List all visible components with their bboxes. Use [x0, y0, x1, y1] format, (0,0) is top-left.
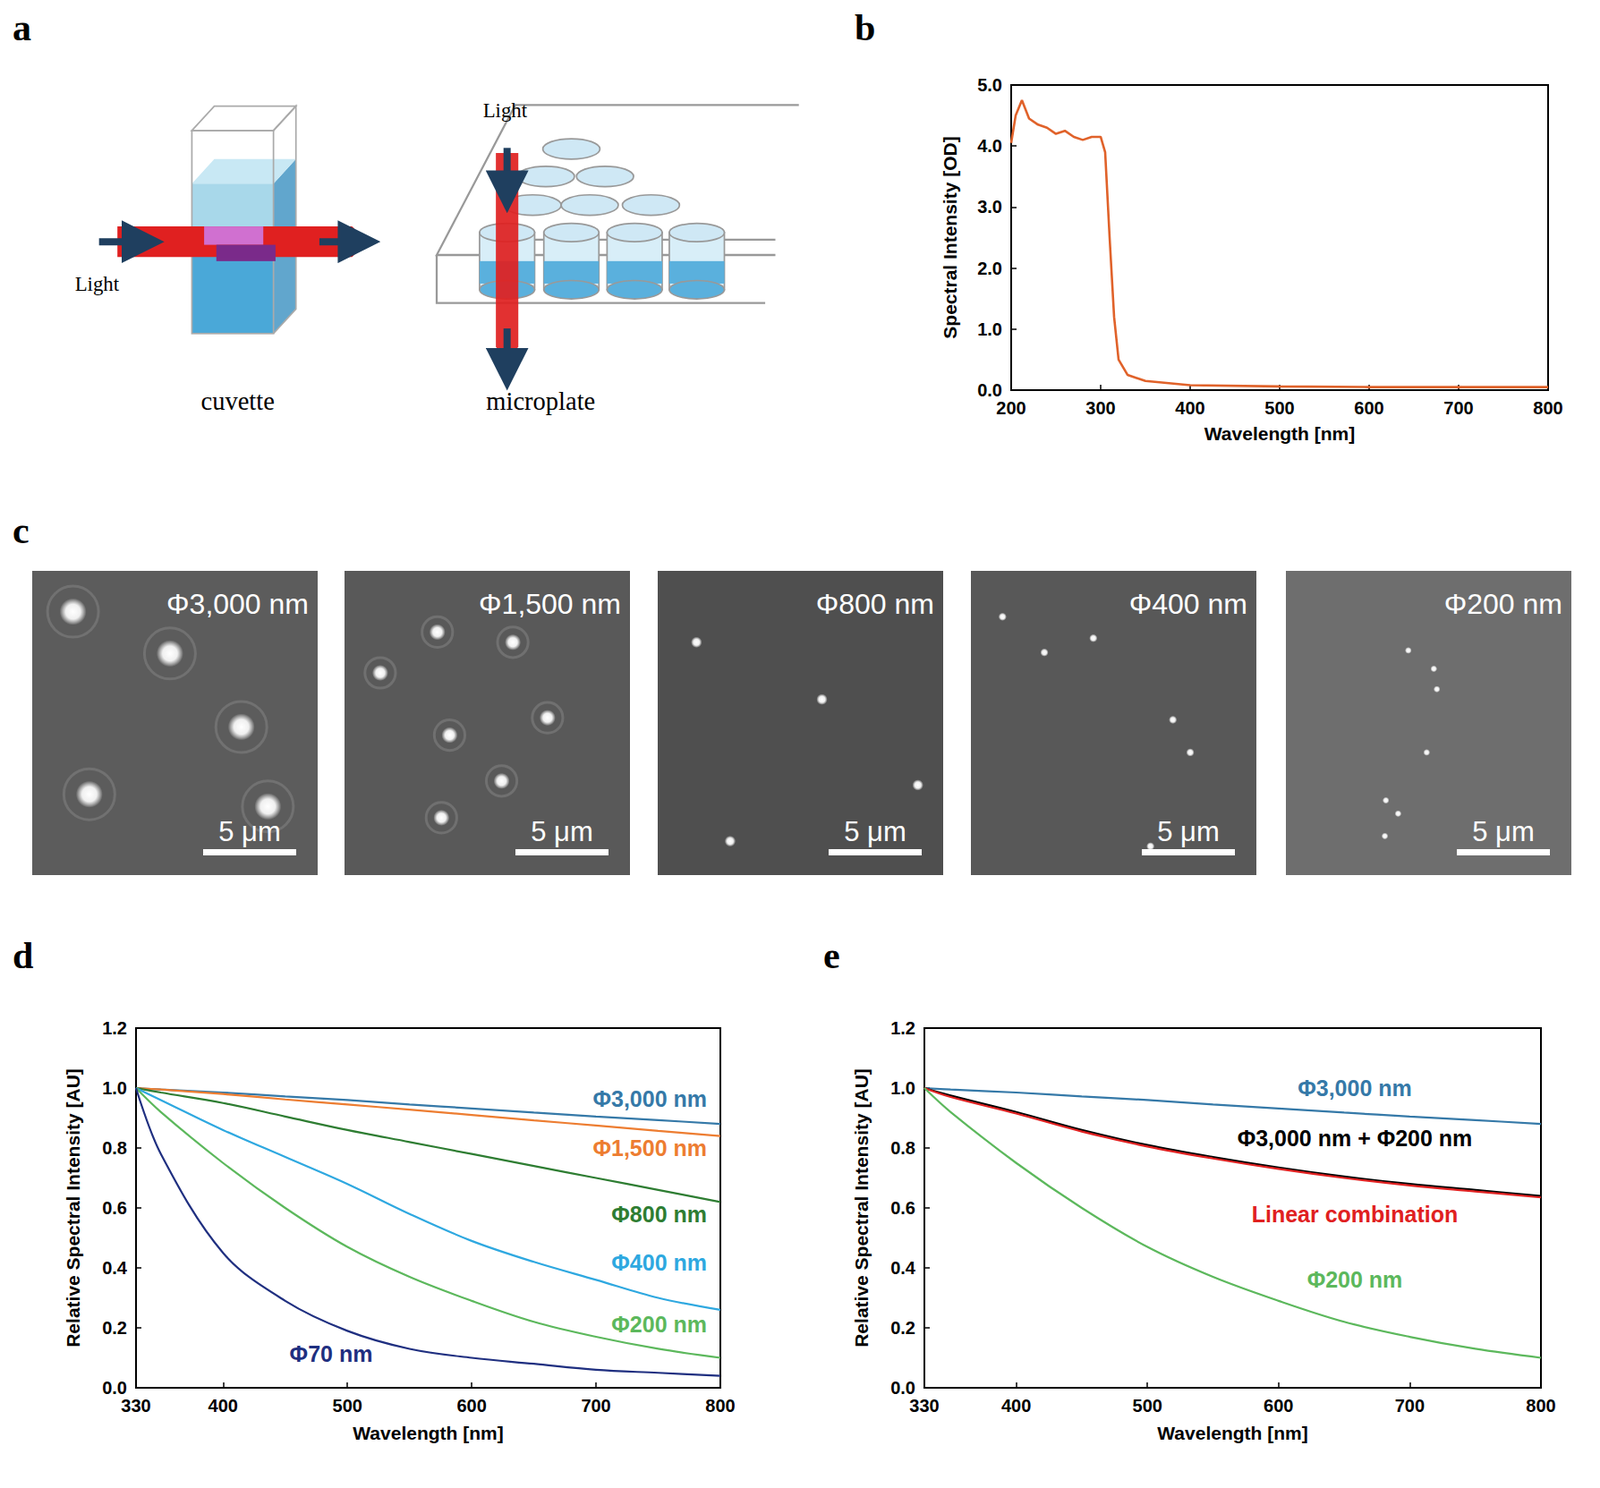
svg-text:5 μm: 5 μm — [1472, 816, 1535, 848]
svg-text:1.2: 1.2 — [890, 1018, 916, 1039]
html-text:a: a — [12, 7, 32, 49]
svg-text:500: 500 — [332, 1395, 363, 1416]
svg-text:700: 700 — [1395, 1395, 1425, 1416]
svg-text:0.6: 0.6 — [102, 1198, 128, 1218]
svg-text:Φ400 nm: Φ400 nm — [1129, 587, 1248, 621]
svg-text:Φ1,500 nm: Φ1,500 nm — [478, 587, 622, 621]
svg-text:500: 500 — [1264, 398, 1294, 418]
svg-text:Φ1,500 nm: Φ1,500 nm — [592, 1135, 707, 1161]
svg-text:Wavelength [nm]: Wavelength [nm] — [1204, 423, 1355, 444]
svg-text:1.0: 1.0 — [102, 1078, 128, 1098]
svg-text:600: 600 — [456, 1395, 486, 1416]
svg-text:Φ800 nm: Φ800 nm — [611, 1201, 707, 1227]
svg-text:0.4: 0.4 — [102, 1258, 128, 1278]
svg-text:600: 600 — [1353, 398, 1384, 418]
svg-text:5 μm: 5 μm — [843, 816, 907, 848]
svg-text:Φ200 nm: Φ200 nm — [1307, 1267, 1404, 1293]
svg-text:Wavelength [nm]: Wavelength [nm] — [1157, 1422, 1308, 1444]
svg-text:Φ200 nm: Φ200 nm — [1444, 587, 1563, 621]
svg-text:Wavelength [nm]: Wavelength [nm] — [352, 1422, 503, 1444]
svg-text:Φ70 nm: Φ70 nm — [289, 1341, 374, 1367]
svg-text:700: 700 — [1443, 398, 1473, 418]
svg-text:3.0: 3.0 — [977, 196, 1003, 217]
svg-text:cuvette: cuvette — [201, 387, 275, 416]
svg-text:0.2: 0.2 — [890, 1318, 916, 1338]
svg-text:1.0: 1.0 — [890, 1078, 916, 1098]
svg-text:1.0: 1.0 — [977, 319, 1003, 340]
svg-text:Φ3,000 nm: Φ3,000 nm — [166, 587, 309, 621]
svg-text:2.0: 2.0 — [977, 258, 1003, 279]
html-text:d: d — [12, 935, 34, 977]
svg-text:Relative Spectral Intensity [A: Relative Spectral Intensity [AU] — [851, 1068, 872, 1348]
svg-text:5.0: 5.0 — [977, 75, 1003, 95]
svg-text:0.8: 0.8 — [890, 1138, 916, 1158]
svg-text:Φ400 nm: Φ400 nm — [611, 1250, 707, 1276]
svg-text:0.6: 0.6 — [890, 1198, 916, 1218]
svg-text:330: 330 — [909, 1395, 939, 1416]
svg-text:500: 500 — [1132, 1395, 1163, 1416]
svg-text:0.0: 0.0 — [102, 1378, 128, 1398]
svg-text:600: 600 — [1263, 1395, 1294, 1416]
svg-text:Light: Light — [75, 272, 120, 296]
svg-text:0.8: 0.8 — [102, 1138, 128, 1158]
svg-text:Φ200 nm: Φ200 nm — [611, 1311, 707, 1337]
svg-text:300: 300 — [1085, 398, 1115, 418]
svg-text:Linear combination: Linear combination — [1251, 1201, 1459, 1227]
svg-text:700: 700 — [580, 1395, 611, 1416]
html-text:c: c — [12, 510, 30, 552]
svg-text:Light: Light — [483, 99, 528, 122]
svg-text:5 μm: 5 μm — [218, 816, 281, 848]
svg-text:4.0: 4.0 — [977, 136, 1003, 156]
svg-text:5 μm: 5 μm — [1157, 816, 1220, 848]
svg-text:400: 400 — [1001, 1395, 1031, 1416]
svg-text:0.2: 0.2 — [102, 1318, 128, 1338]
svg-text:Φ3,000 nm: Φ3,000 nm — [592, 1086, 707, 1112]
svg-text:800: 800 — [705, 1395, 735, 1416]
html-text:e: e — [823, 935, 840, 977]
svg-text:Φ800 nm: Φ800 nm — [816, 587, 935, 621]
svg-text:0.0: 0.0 — [977, 380, 1003, 400]
svg-text:800: 800 — [1532, 398, 1563, 418]
svg-text:0.0: 0.0 — [890, 1378, 916, 1398]
svg-text:200: 200 — [995, 398, 1026, 418]
svg-text:microplate: microplate — [485, 387, 596, 416]
svg-text:800: 800 — [1525, 1395, 1556, 1416]
svg-text:Φ3,000 nm: Φ3,000 nm — [1297, 1075, 1413, 1101]
svg-text:330: 330 — [120, 1395, 151, 1416]
svg-text:400: 400 — [208, 1395, 239, 1416]
svg-text:Spectral Intensity [OD]: Spectral Intensity [OD] — [939, 136, 961, 339]
svg-text:Relative Spectral Intensity [A: Relative Spectral Intensity [AU] — [62, 1068, 84, 1348]
svg-text:400: 400 — [1174, 398, 1205, 418]
svg-text:0.4: 0.4 — [890, 1258, 917, 1278]
svg-text:5 μm: 5 μm — [530, 816, 594, 848]
svg-text:1.2: 1.2 — [102, 1018, 128, 1039]
svg-text:Φ3,000 nm + Φ200 nm: Φ3,000 nm + Φ200 nm — [1237, 1125, 1473, 1151]
html-text:b: b — [854, 7, 876, 49]
